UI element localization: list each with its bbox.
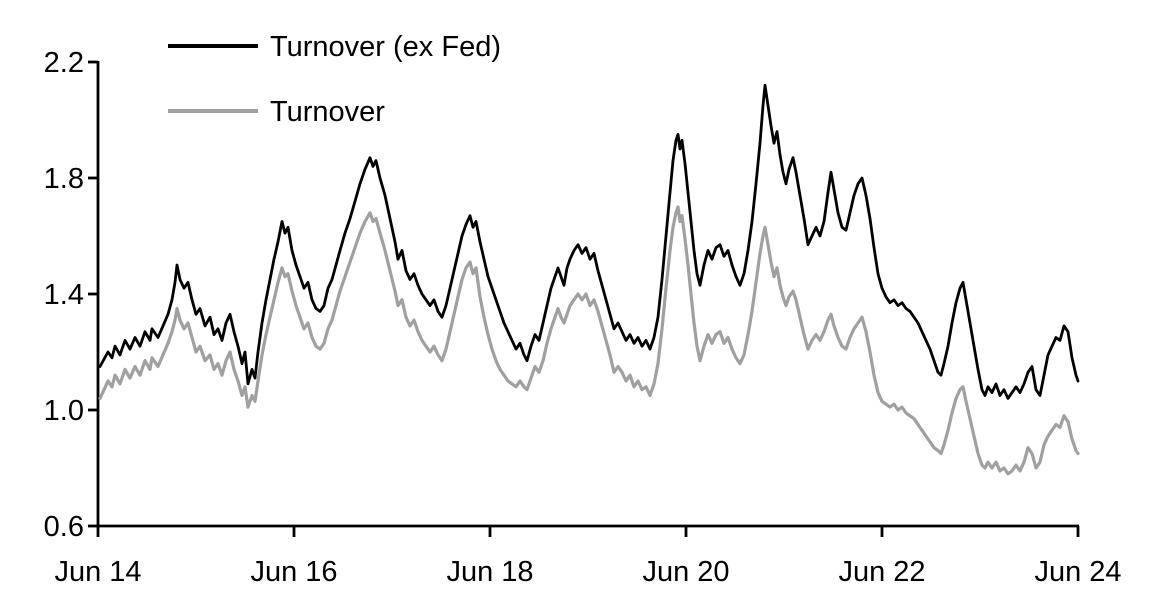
axis-ticks: 0.6 1.0 1.4 1.8 2.2 Jun 14 Jun 16 Jun 18 Jun 20 J…: [44, 47, 1122, 588]
x-tick-label: Jun 14: [54, 556, 141, 588]
turnover-ex-fed-series-line: [98, 83, 1080, 400]
legend: Turnover (ex Fed) Turnover: [168, 31, 501, 128]
series-layer: [98, 83, 1080, 476]
y-tick-label: 0.6: [44, 511, 84, 543]
x-tick-label: Jun 16: [250, 556, 337, 588]
turnover-series-line: [98, 205, 1080, 476]
axes: [96, 61, 1079, 528]
legend-label-turnover-ex-fed: Turnover (ex Fed): [270, 31, 501, 63]
x-tick-label: Jun 22: [838, 556, 925, 588]
y-tick-label: 1.8: [44, 163, 84, 195]
x-tick-label: Jun 24: [1034, 556, 1121, 588]
y-tick-label: 2.2: [44, 47, 84, 79]
x-tick-label: Jun 18: [446, 556, 533, 588]
legend-label-turnover: Turnover: [270, 96, 385, 128]
y-tick-label: 1.0: [44, 395, 84, 427]
x-tick-label: Jun 20: [642, 556, 729, 588]
y-tick-label: 1.4: [44, 279, 84, 311]
